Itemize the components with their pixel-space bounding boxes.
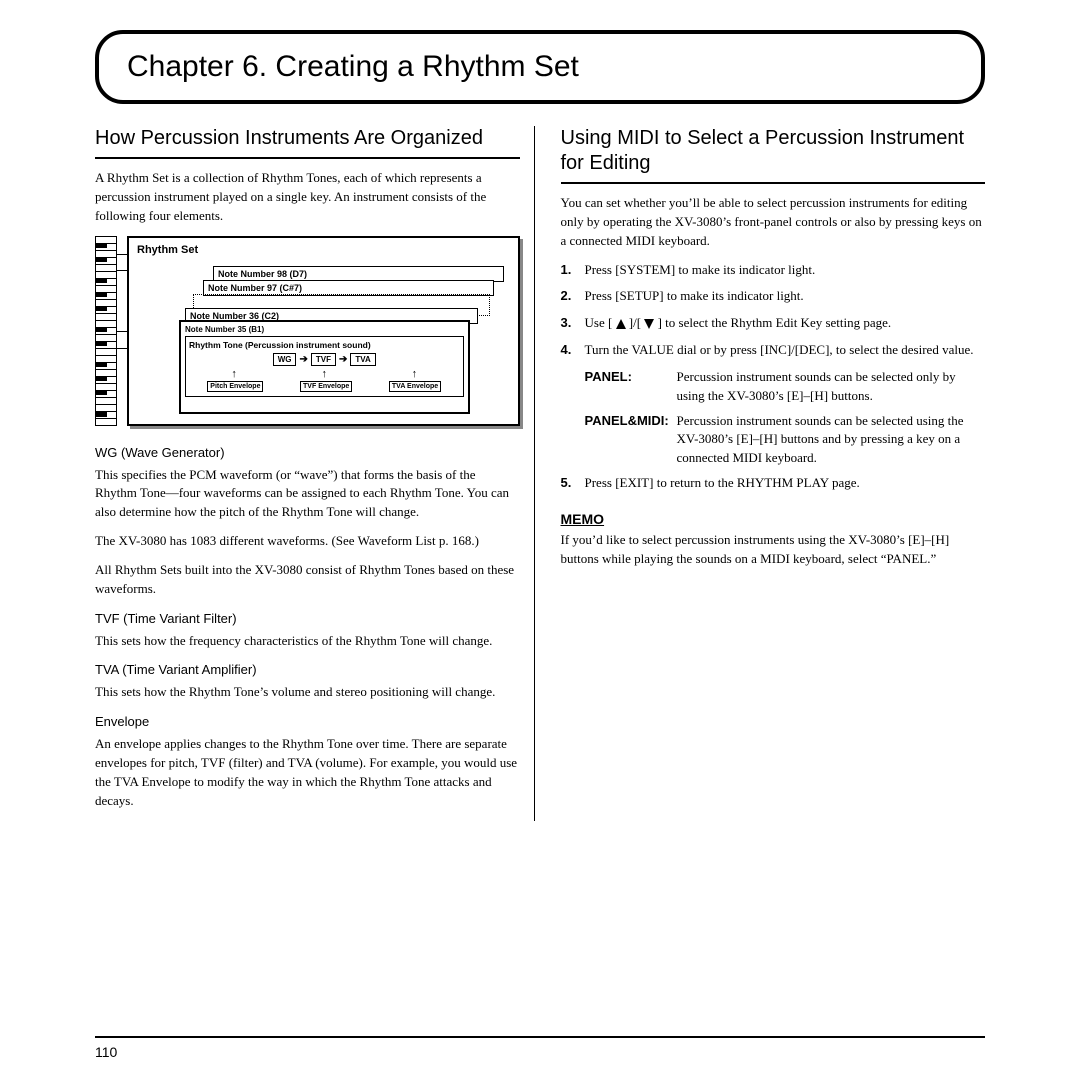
arrow-icon bbox=[299, 354, 307, 365]
arrow-icon bbox=[339, 354, 347, 365]
chapter-title: Chapter 6. Creating a Rhythm Set bbox=[127, 50, 953, 84]
note-card-35: Note Number 35 (B1) Rhythm Tone (Percuss… bbox=[179, 320, 470, 414]
pitch-env: Pitch Envelope bbox=[207, 381, 263, 392]
steps-list-cont: Press [EXIT] to return to the RHYTHM PLA… bbox=[561, 474, 986, 493]
body-text: All Rhythm Sets built into the XV-3080 c… bbox=[95, 561, 520, 599]
wg-chip: WG bbox=[273, 353, 297, 366]
right-intro: You can set whether you’ll be able to se… bbox=[561, 194, 986, 251]
body-text: This specifies the PCM waveform (or “wav… bbox=[95, 466, 520, 523]
body-text: This sets how the Rhythm Tone’s volume a… bbox=[95, 683, 520, 702]
memo-label: MEMO bbox=[561, 511, 605, 527]
step-2: Press [SETUP] to make its indicator ligh… bbox=[561, 287, 986, 306]
keyboard-icon bbox=[95, 236, 117, 426]
def-term: PANEL&MIDI: bbox=[585, 412, 677, 469]
note-35-label: Note Number 35 (B1) bbox=[185, 325, 464, 334]
panelmidi-definition: PANEL&MIDI: Percussion instrument sounds… bbox=[561, 412, 986, 469]
tvf-env: TVF Envelope bbox=[300, 381, 352, 392]
steps-list: Press [SYSTEM] to make its indicator lig… bbox=[561, 261, 986, 360]
body-text: An envelope applies changes to the Rhyth… bbox=[95, 735, 520, 810]
sub-head: TVA (Time Variant Amplifier) bbox=[95, 662, 520, 677]
tvf-section: TVF (Time Variant Filter) This sets how … bbox=[95, 611, 520, 651]
rhythm-set-diagram: Rhythm Set Note Number 98 (D7) Note Numb… bbox=[95, 236, 520, 431]
page-footer: 110 bbox=[95, 996, 985, 1060]
step-5: Press [EXIT] to return to the RHYTHM PLA… bbox=[561, 474, 986, 493]
def-term: PANEL: bbox=[585, 368, 677, 406]
footer-rule bbox=[95, 1036, 985, 1038]
envelope-section: Envelope An envelope applies changes to … bbox=[95, 714, 520, 810]
page-number: 110 bbox=[95, 1044, 985, 1060]
left-heading: How Percussion Instruments Are Organized bbox=[95, 126, 520, 159]
step3-text: ] to select the Rhythm Edit Key setting … bbox=[654, 315, 891, 330]
step-3: Use [ ]/[ ] to select the Rhythm Edit Ke… bbox=[561, 314, 986, 333]
wg-section: WG (Wave Generator) This specifies the P… bbox=[95, 445, 520, 599]
right-heading: Using MIDI to Select a Percussion Instru… bbox=[561, 126, 986, 184]
tvf-chip: TVF bbox=[311, 353, 336, 366]
step-4: Turn the VALUE dial or by press [INC]/[D… bbox=[561, 341, 986, 360]
def-body: Percussion instrument sounds can be sele… bbox=[677, 368, 986, 406]
left-column: How Percussion Instruments Are Organized… bbox=[95, 126, 535, 821]
tva-chip: TVA bbox=[350, 353, 375, 366]
left-intro: A Rhythm Set is a collection of Rhythm T… bbox=[95, 169, 520, 226]
memo-body: If you’d like to select percussion instr… bbox=[561, 531, 986, 569]
sub-head: WG (Wave Generator) bbox=[95, 445, 520, 460]
step3-text: ]/[ bbox=[626, 315, 645, 330]
body-text: The XV-3080 has 1083 different waveforms… bbox=[95, 532, 520, 551]
panel-definition: PANEL: Percussion instrument sounds can … bbox=[561, 368, 986, 406]
diagram-frame: Rhythm Set Note Number 98 (D7) Note Numb… bbox=[127, 236, 520, 426]
down-arrow-icon bbox=[644, 319, 654, 329]
chapter-title-box: Chapter 6. Creating a Rhythm Set bbox=[95, 30, 985, 104]
tva-env: TVA Envelope bbox=[389, 381, 441, 392]
two-column-layout: How Percussion Instruments Are Organized… bbox=[95, 126, 985, 821]
step3-text: Use [ bbox=[585, 315, 616, 330]
up-arrow-icon bbox=[616, 319, 626, 329]
diagram-title: Rhythm Set bbox=[129, 238, 518, 262]
def-body: Percussion instrument sounds can be sele… bbox=[677, 412, 986, 469]
tva-section: TVA (Time Variant Amplifier) This sets h… bbox=[95, 662, 520, 702]
sub-head: TVF (Time Variant Filter) bbox=[95, 611, 520, 626]
sub-head: Envelope bbox=[95, 714, 520, 729]
right-column: Using MIDI to Select a Percussion Instru… bbox=[561, 126, 986, 821]
body-text: This sets how the frequency characterist… bbox=[95, 632, 520, 651]
step-1: Press [SYSTEM] to make its indicator lig… bbox=[561, 261, 986, 280]
rhythm-tone-title: Rhythm Tone (Percussion instrument sound… bbox=[189, 340, 460, 350]
